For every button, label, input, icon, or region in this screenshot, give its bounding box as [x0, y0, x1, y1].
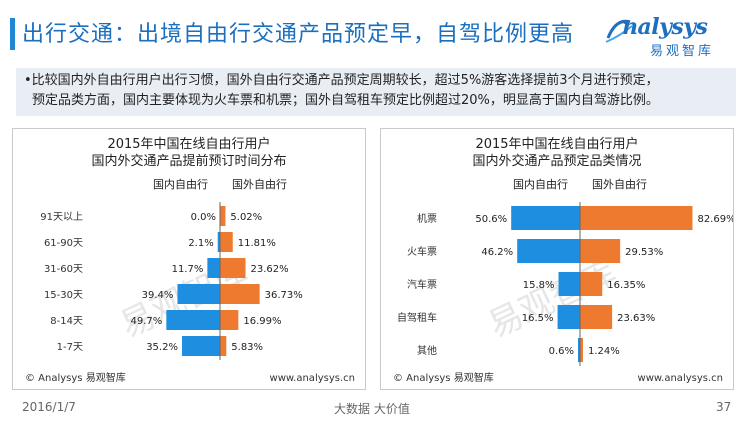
chart-title-line-2: 国内外交通产品提前预订时间分布 — [91, 153, 286, 169]
legend-foreign: 国外自由行 — [592, 177, 647, 191]
foreign-bar — [580, 338, 583, 362]
category-label: 91天以上 — [40, 211, 83, 223]
chart-website: www.analysys.cn — [638, 373, 723, 384]
domestic-value-label: 2.1% — [188, 238, 213, 249]
domestic-bar — [207, 258, 220, 278]
foreign-value-label: 16.99% — [243, 316, 281, 327]
foreign-value-label: 5.83% — [231, 342, 263, 353]
domestic-value-label: 39.4% — [142, 290, 174, 301]
chart-copyright: © Analysys 易观智库 — [25, 371, 126, 384]
summary-line-1: •比较国内外自由行用户出行习惯，国外自由行交通产品预定周期较长，超过5%游客选择… — [24, 73, 659, 88]
domestic-value-label: 15.8% — [523, 280, 555, 291]
analysys-logo: nalysys 易观智库 — [604, 12, 744, 60]
foreign-bar — [220, 232, 233, 252]
page-number: 37 — [716, 400, 732, 414]
category-label: 1-7天 — [57, 342, 83, 353]
title-accent-bar — [10, 18, 15, 50]
category-label: 机票 — [417, 212, 437, 225]
domestic-bar — [558, 272, 580, 296]
domestic-bar — [578, 338, 580, 362]
domestic-value-label: 0.6% — [549, 346, 574, 357]
domestic-value-label: 11.7% — [172, 264, 204, 275]
watermark-text: 易观智库 — [482, 252, 622, 346]
foreign-value-label: 1.24% — [588, 346, 620, 357]
foreign-bar — [220, 284, 260, 304]
foreign-value-label: 36.73% — [265, 290, 303, 301]
foreign-value-label: 29.53% — [625, 247, 663, 258]
domestic-bar — [517, 239, 580, 263]
foreign-value-label: 82.69% — [697, 214, 733, 225]
domestic-bar — [166, 310, 220, 330]
domestic-value-label: 49.7% — [131, 316, 163, 327]
domestic-value-label: 16.5% — [522, 313, 554, 324]
category-label: 自驾租车 — [397, 311, 437, 324]
category-label: 汽车票 — [407, 278, 437, 291]
domestic-value-label: 50.6% — [475, 214, 507, 225]
chart-title-line-2: 国内外交通产品预定品类情况 — [472, 153, 641, 169]
foreign-value-label: 23.63% — [617, 313, 655, 324]
booking-lead-time-chart: 2015年中国在线自由行用户国内外交通产品提前预订时间分布国内自由行国外自由行易… — [25, 136, 355, 384]
category-label: 火车票 — [407, 245, 437, 258]
foreign-bar — [220, 336, 227, 356]
summary-box: •比较国内外自由行用户出行习惯，国外自由行交通产品预定周期较长，超过5%游客选择… — [16, 68, 736, 116]
domestic-bar — [181, 336, 220, 356]
chart-website: www.analysys.cn — [270, 373, 355, 384]
foreign-bar — [580, 239, 621, 263]
domestic-bar — [511, 206, 580, 230]
foreign-bar — [220, 206, 226, 226]
booking-lead-time-chart-panel: 2015年中国在线自由行用户国内外交通产品提前预订时间分布国内自由行国外自由行易… — [12, 128, 366, 390]
foreign-bar — [580, 206, 693, 230]
chart-title-line-1: 2015年中国在线自由行用户 — [107, 136, 270, 152]
foreign-value-label: 16.35% — [607, 280, 645, 291]
foreign-bar — [220, 310, 239, 330]
footer-date: 2016/1/7 — [22, 400, 76, 414]
legend-domestic: 国内自由行 — [513, 177, 568, 191]
legend-foreign: 国外自由行 — [232, 177, 287, 191]
footer-slogan: 大数据 大价值 — [334, 402, 410, 416]
category-label: 其他 — [417, 344, 437, 357]
category-label: 8-14天 — [50, 316, 83, 327]
legend-domestic: 国内自由行 — [153, 177, 208, 191]
foreign-value-label: 23.62% — [251, 264, 289, 275]
domestic-bar — [557, 305, 580, 329]
chart-title-line-1: 2015年中国在线自由行用户 — [475, 136, 638, 152]
category-label: 31-60天 — [44, 264, 83, 275]
summary-line-2: 预定品类方面，国内主要体现为火车票和机票；国外自驾租车预定比例超过20%，明显高… — [32, 93, 659, 108]
chart-copyright: © Analysys 易观智库 — [393, 371, 494, 384]
domestic-bar — [217, 232, 220, 252]
logo-chinese-name: 易观智库 — [650, 44, 715, 59]
category-label: 61-90天 — [44, 238, 83, 249]
product-category-chart-panel: 2015年中国在线自由行用户 国内外交通产品预定品类情况国内自由行 国外自由行易观智… — [380, 128, 734, 390]
logo-wordmark: nalysys — [622, 14, 708, 40]
logo-swoosh-icon — [605, 19, 633, 43]
domestic-value-label: 0.0% — [191, 212, 216, 223]
domestic-value-label: 35.2% — [146, 342, 178, 353]
page-title: 出行交通：出境自由行交通产品预定早，自驾比例更高 — [22, 22, 575, 47]
category-label: 15-30天 — [44, 290, 83, 301]
foreign-bar — [580, 305, 613, 329]
domestic-bar — [177, 284, 220, 304]
foreign-bar — [580, 272, 603, 296]
foreign-value-label: 5.02% — [230, 212, 262, 223]
domestic-value-label: 46.2% — [481, 247, 513, 258]
foreign-bar — [220, 258, 246, 278]
foreign-value-label: 11.81% — [238, 238, 276, 249]
